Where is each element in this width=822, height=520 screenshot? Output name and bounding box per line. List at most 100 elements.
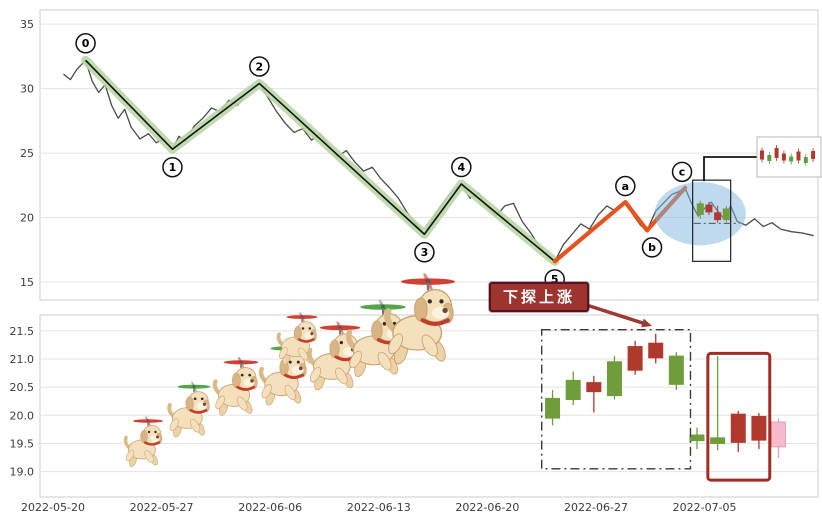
y-tick-label: 21.5 (10, 325, 35, 338)
candle-body (648, 342, 664, 359)
wave-marker-4: 4 (451, 156, 472, 178)
wave-marker-a: a (615, 175, 636, 197)
wave-marker-text: 2 (256, 60, 264, 73)
candle (586, 375, 602, 413)
candle-body (606, 361, 622, 397)
mini-candle (722, 205, 730, 223)
candle-body (586, 382, 602, 393)
red-box-annotation (706, 351, 772, 482)
inset-candle (774, 145, 779, 161)
wave-marker-text: a (622, 180, 629, 193)
candle (668, 352, 684, 390)
candle-body (789, 156, 794, 162)
candle-body (705, 204, 713, 213)
candle-body (545, 397, 561, 419)
x-tick-label: 2022-06-20 (455, 501, 519, 514)
candle-body (710, 437, 726, 444)
wave-marker-circle (414, 242, 435, 263)
zoom-rect (692, 179, 732, 262)
x-tick-label: 2022-05-20 (21, 501, 85, 514)
wave-marker-b: b (641, 237, 663, 258)
wave-marker-circle (641, 237, 663, 258)
wave-marker-text: b (648, 241, 656, 254)
candle (710, 356, 726, 451)
dash-box-annotation (541, 328, 692, 470)
y-tick-label: 35 (20, 18, 34, 31)
inset-candle (796, 148, 801, 164)
mini-candle (714, 205, 722, 223)
wave-marker-circle (671, 161, 693, 183)
inset-candle (811, 148, 816, 162)
wave-marker-2: 2 (249, 56, 270, 77)
wave-marker-text: c (679, 166, 686, 179)
candle (627, 340, 643, 375)
wave-marker-text: 4 (458, 161, 466, 174)
candle-body (751, 415, 767, 441)
elliott-impulse-line (85, 59, 556, 262)
y-tick-label: 30 (20, 83, 34, 96)
candle-body (760, 150, 764, 160)
y-tick-label: 25 (20, 147, 34, 160)
wave-marker-circle (75, 33, 96, 54)
candle-body (774, 148, 779, 158)
candle (565, 371, 581, 406)
candle-body (796, 151, 801, 161)
inset-candle (767, 152, 772, 164)
dip-rise-label: 下探上涨 (489, 282, 590, 312)
mini-candle (705, 202, 713, 215)
x-tick-label: 2022-05-27 (130, 501, 194, 514)
wave-marker-circle (451, 156, 472, 178)
mini-candle (696, 200, 704, 219)
candle-body (722, 208, 730, 221)
candle-body (781, 153, 786, 161)
y-tick-label: 19.0 (10, 466, 35, 479)
candle (751, 413, 767, 450)
y-tick-label: 21.0 (10, 353, 35, 366)
candle-body (770, 421, 786, 448)
wave-marker-text: 1 (169, 161, 177, 174)
inset-candle (781, 150, 786, 164)
wave-marker-3: 3 (414, 242, 435, 263)
candle (606, 356, 622, 400)
candle-body (767, 155, 772, 161)
wave-marker-text: 5 (551, 273, 559, 286)
y-tick-label: 20.5 (10, 381, 35, 394)
candle-body (689, 434, 705, 442)
candle-body (627, 346, 643, 371)
wave-marker-0: 0 (75, 33, 96, 54)
candle (730, 410, 746, 452)
arrow-head (641, 318, 652, 328)
inset-candle (789, 153, 794, 165)
inset-connector (703, 156, 757, 182)
y-tick-label: 20.0 (10, 409, 35, 422)
x-tick-label: 2022-06-27 (564, 501, 628, 514)
candle (648, 333, 664, 364)
candle-body (668, 355, 684, 385)
y-tick-label: 15 (20, 276, 34, 289)
wave-marker-circle (615, 175, 636, 197)
candle-body (730, 413, 746, 443)
wave-marker-text: 0 (82, 37, 90, 50)
candle-body (565, 379, 581, 401)
candle (545, 389, 561, 426)
candle-body (811, 151, 816, 159)
wave-marker-circle (249, 56, 270, 77)
wave-marker-circle (162, 156, 183, 178)
wave-marker-1: 1 (162, 156, 183, 178)
x-tick-label: 2022-07-05 (673, 501, 737, 514)
x-tick-label: 2022-06-13 (347, 501, 411, 514)
candle (689, 427, 705, 450)
candle-body (803, 157, 808, 163)
inset-candle (803, 154, 808, 166)
wave-marker-text: 3 (421, 246, 429, 259)
candle-body (714, 212, 722, 221)
candle (770, 418, 786, 459)
y-tick-label: 19.5 (10, 437, 35, 450)
inset-candle (760, 147, 764, 163)
y-tick-label: 20 (20, 212, 34, 225)
x-tick-label: 2022-06-06 (238, 501, 302, 514)
candle-body (696, 203, 704, 215)
wave-marker-c: c (671, 161, 693, 183)
